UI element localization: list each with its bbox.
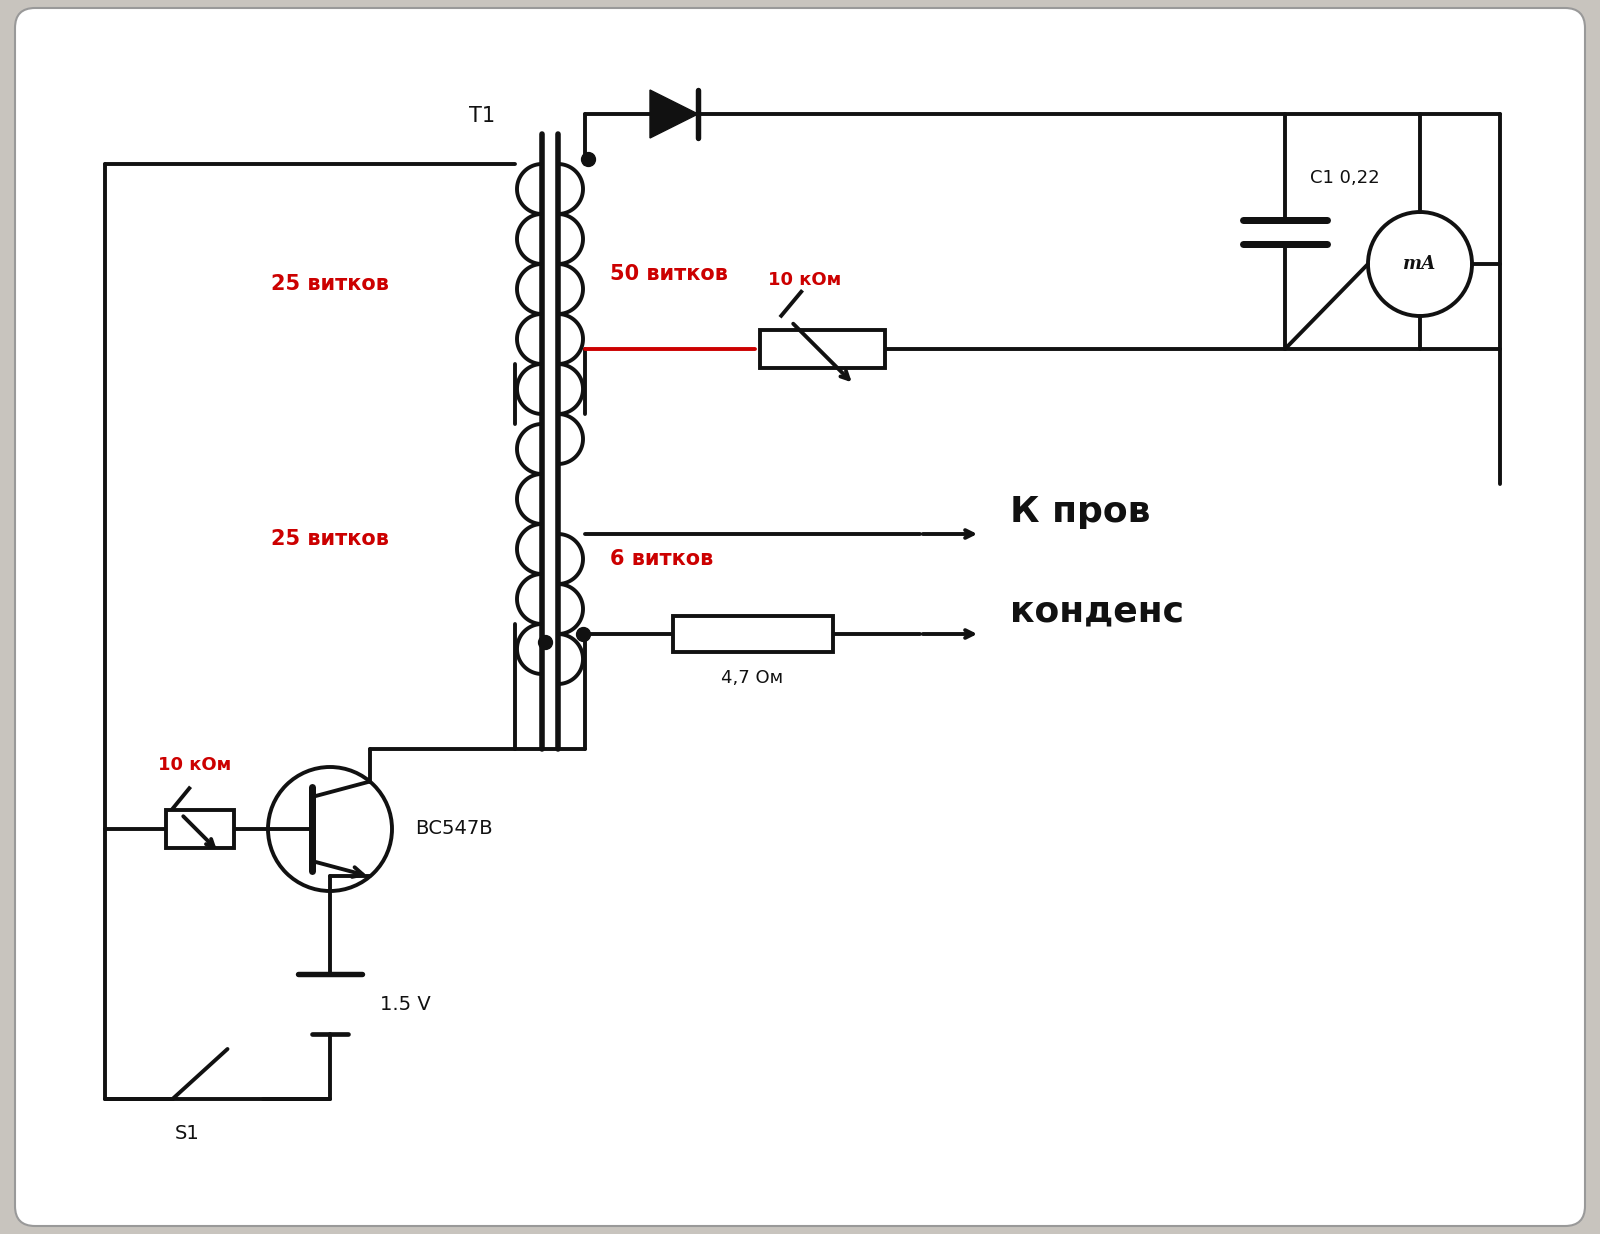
Text: 50 витков: 50 витков	[610, 264, 728, 284]
Text: 1.5 V: 1.5 V	[381, 995, 430, 1013]
Bar	[166, 810, 234, 848]
Text: ВС547В: ВС547В	[414, 819, 493, 838]
FancyBboxPatch shape	[14, 7, 1586, 1227]
Text: 6 витков: 6 витков	[610, 549, 714, 569]
Text: 10 кОм: 10 кОм	[768, 271, 840, 289]
Text: T1: T1	[469, 106, 494, 126]
Text: C1 0,22: C1 0,22	[1310, 169, 1379, 188]
Bar	[672, 616, 832, 652]
Text: 10 кОм: 10 кОм	[158, 756, 232, 774]
Bar	[760, 329, 885, 368]
Text: mА: mА	[1403, 255, 1437, 273]
Text: 25 витков: 25 витков	[270, 274, 389, 294]
Text: S1: S1	[174, 1124, 200, 1143]
Polygon shape	[650, 90, 698, 138]
Text: конденс: конденс	[1010, 594, 1184, 628]
Text: 25 витков: 25 витков	[270, 529, 389, 549]
Text: К пров: К пров	[1010, 495, 1150, 529]
Text: 4,7 Ом: 4,7 Ом	[722, 669, 784, 687]
